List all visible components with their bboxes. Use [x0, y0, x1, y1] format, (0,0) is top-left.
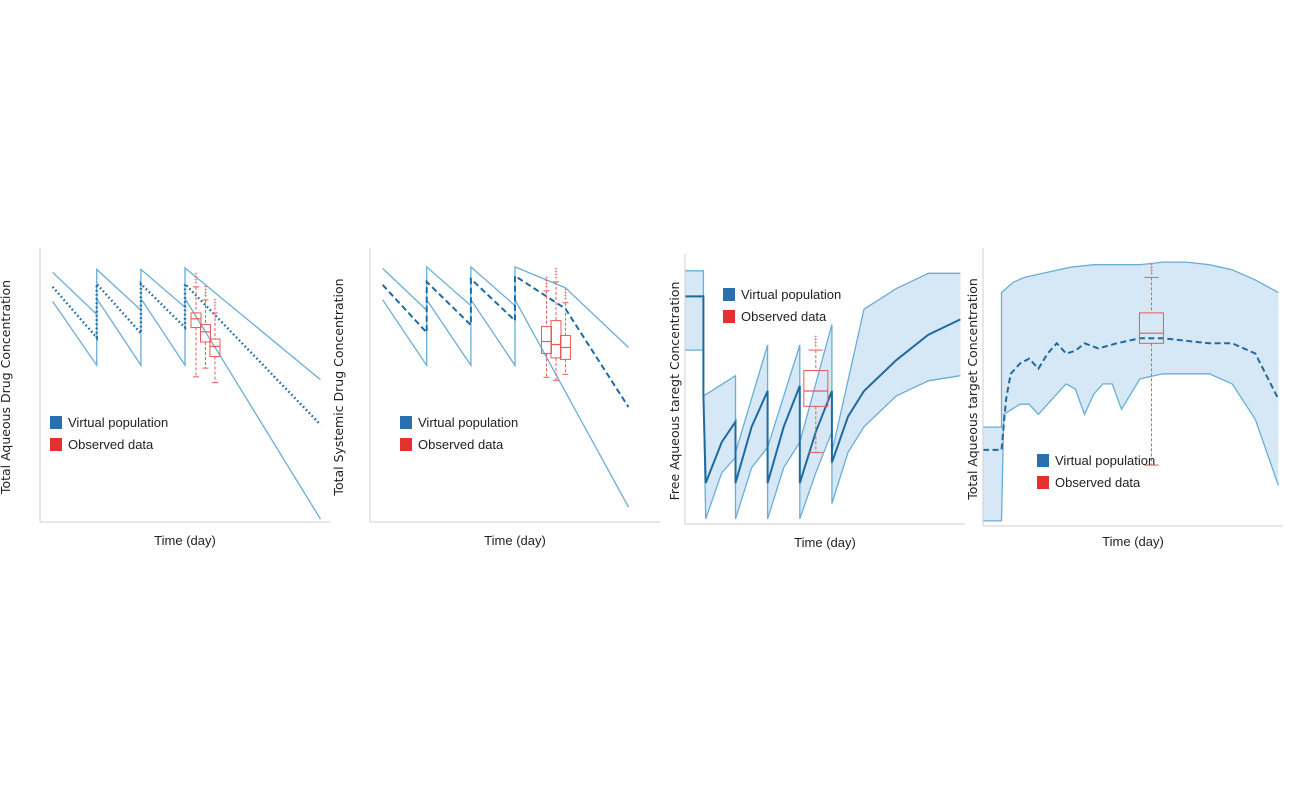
svg-text:+: +	[194, 275, 198, 281]
observed-boxplot: ++++	[190, 272, 202, 378]
legend-swatch-observed	[1037, 476, 1049, 489]
axes	[369, 248, 660, 523]
observed-boxplot: ++++	[559, 288, 571, 375]
svg-text:+: +	[545, 285, 549, 291]
legend: Virtual population Observed data	[723, 287, 841, 324]
legend-swatch-virtual	[400, 416, 412, 429]
svg-text:+: +	[554, 276, 558, 282]
virtual-population-median-line	[51, 280, 322, 426]
chart-panel-2: + + + + + + + + + + + + Total Systemic Drug Concentr…	[330, 240, 660, 560]
legend-label-virtual: Virtual population	[741, 287, 841, 302]
virtual-population-median-line	[685, 295, 961, 484]
y-axis-label: Free Aqueous taregt Concentration	[667, 282, 682, 501]
y-axis-label: Total Systemic Drug Concentration	[331, 278, 346, 496]
x-axis-label: Time (day)	[1102, 534, 1164, 549]
band-lower-line	[685, 349, 961, 520]
legend-label-observed: Observed data	[1055, 475, 1141, 490]
observed-boxplot: ++++	[541, 276, 553, 378]
band-lower-line	[382, 297, 630, 508]
chart-panel-1: + + + + + + + + + + + + Total Aqueous Drug Concentra…	[0, 240, 330, 560]
svg-text:+: +	[554, 270, 558, 276]
virtual-population-median-line	[381, 274, 630, 408]
svg-text:+: +	[554, 267, 558, 273]
legend-label-virtual: Virtual population	[418, 415, 518, 430]
legend-label-observed: Observed data	[741, 309, 827, 324]
chart-svg-2: ++++ ++++++++Total Systemic Drug Concentr…	[331, 248, 660, 548]
svg-text:+: +	[1150, 262, 1154, 268]
legend-label-virtual: Virtual population	[1055, 453, 1155, 468]
svg-text:+: +	[194, 281, 198, 287]
band-lower-line	[983, 373, 1280, 522]
svg-text:+: +	[204, 294, 208, 300]
svg-text:+: +	[545, 279, 549, 285]
observed-boxplot: ++++	[550, 267, 562, 381]
svg-text:+: +	[554, 273, 558, 279]
chart-panel-3: + + + + Free Aqueous taregt Concentration Tim…	[665, 240, 965, 560]
axes	[982, 248, 1283, 527]
svg-text:+: +	[814, 335, 818, 341]
band-upper-line	[382, 265, 629, 348]
svg-text:+: +	[213, 304, 217, 310]
svg-text:+: +	[213, 298, 217, 304]
legend-swatch-virtual	[50, 416, 62, 429]
band-upper-line	[983, 261, 1279, 428]
svg-text:+: +	[1150, 268, 1154, 274]
chart-svg-1: ++++++++++++Total Aqueous Drug Concentra…	[0, 248, 330, 548]
legend-swatch-observed	[50, 438, 62, 451]
virtual-population-band	[685, 270, 961, 519]
svg-text:+: +	[564, 288, 568, 294]
svg-text:+: +	[194, 278, 198, 284]
legend-label-observed: Observed data	[418, 437, 504, 452]
legend-swatch-observed	[723, 310, 735, 323]
observed-boxplot: ++++	[209, 298, 221, 384]
band-upper-line	[52, 266, 321, 381]
svg-text:+: +	[564, 294, 568, 300]
svg-text:+: +	[814, 341, 818, 347]
svg-text:+: +	[1150, 271, 1154, 277]
legend: Virtual population Observed data	[400, 415, 518, 452]
x-axis-label: Time (day)	[154, 533, 216, 548]
axes	[39, 248, 330, 523]
legend-label-virtual: Virtual population	[68, 415, 168, 430]
svg-text:+: +	[564, 297, 568, 303]
observed-boxplot: ++++	[803, 335, 829, 453]
band-upper-line	[685, 270, 961, 453]
svg-text:+: +	[545, 282, 549, 288]
svg-text:+: +	[1150, 265, 1154, 271]
y-axis-label: Total Aqueous target Concentration	[965, 278, 980, 501]
observed-boxplot: ++++	[199, 285, 211, 369]
legend-label-observed: Observed data	[68, 437, 154, 452]
chart-svg-4: ++++ Total Aqueous target Concentration Ti…	[965, 248, 1283, 549]
svg-text:+: +	[564, 291, 568, 297]
svg-text:+: +	[213, 307, 217, 313]
svg-text:+: +	[545, 276, 549, 282]
svg-text:+: +	[213, 301, 217, 307]
observed-boxplot: ++++	[1138, 262, 1164, 466]
svg-text:+: +	[204, 285, 208, 291]
legend-swatch-virtual	[723, 288, 735, 301]
legend-swatch-observed	[400, 438, 412, 451]
x-axis-label: Time (day)	[484, 533, 546, 548]
chart-svg-3: ++++ Free Aqueous taregt Concentration Tim…	[667, 254, 965, 550]
axes	[684, 254, 965, 525]
chart-panel-4: + + + + Total Aqueous target Concentration Ti…	[965, 240, 1285, 560]
svg-text:+: +	[204, 288, 208, 294]
svg-text:+: +	[204, 291, 208, 297]
legend: Virtual population Observed data	[50, 415, 168, 452]
virtual-population-band	[983, 262, 1279, 521]
virtual-population-median-line	[983, 337, 1280, 451]
svg-text:+: +	[194, 272, 198, 278]
svg-text:+: +	[814, 338, 818, 344]
svg-text:+: +	[814, 344, 818, 350]
legend-swatch-virtual	[1037, 454, 1049, 467]
y-axis-label: Total Aqueous Drug Concentration	[0, 280, 13, 495]
x-axis-label: Time (day)	[794, 535, 856, 550]
legend: Virtual population Observed data	[1037, 453, 1155, 490]
